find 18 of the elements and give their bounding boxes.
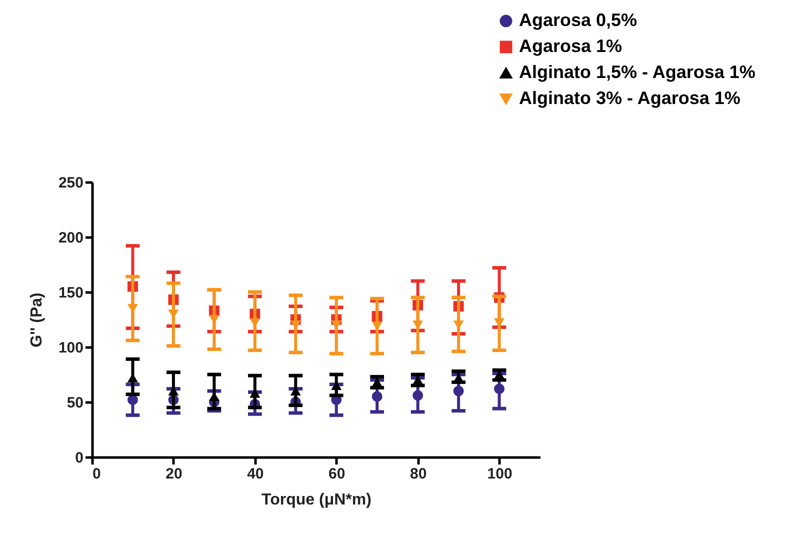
- legend-label: Agarosa 1%: [519, 36, 622, 56]
- x-tick-label: 20: [166, 466, 182, 482]
- x-tick-label: 100: [487, 466, 512, 482]
- y-tick-label: 0: [75, 450, 84, 466]
- x-tick-label: 0: [92, 466, 101, 482]
- legend-label: Alginato 3% - Agarosa 1%: [519, 88, 740, 108]
- y-axis-title: G'' (Pa): [28, 292, 46, 348]
- x-axis-title: Torque (μN*m): [262, 492, 372, 508]
- legend-label: Alginato 1,5% - Agarosa 1%: [519, 62, 756, 82]
- y-tick-label: 50: [66, 394, 84, 412]
- y-tick-label: 150: [58, 284, 84, 302]
- x-tick-label: 60: [328, 466, 346, 482]
- x-tick-label: 80: [410, 466, 427, 482]
- y-tick-label: 100: [58, 340, 84, 356]
- y-tick-label: 200: [58, 230, 84, 246]
- x-tick-label: 40: [247, 466, 264, 482]
- legend-label: Agarosa 0,5%: [519, 10, 638, 30]
- y-tick-label: 250: [58, 174, 84, 192]
